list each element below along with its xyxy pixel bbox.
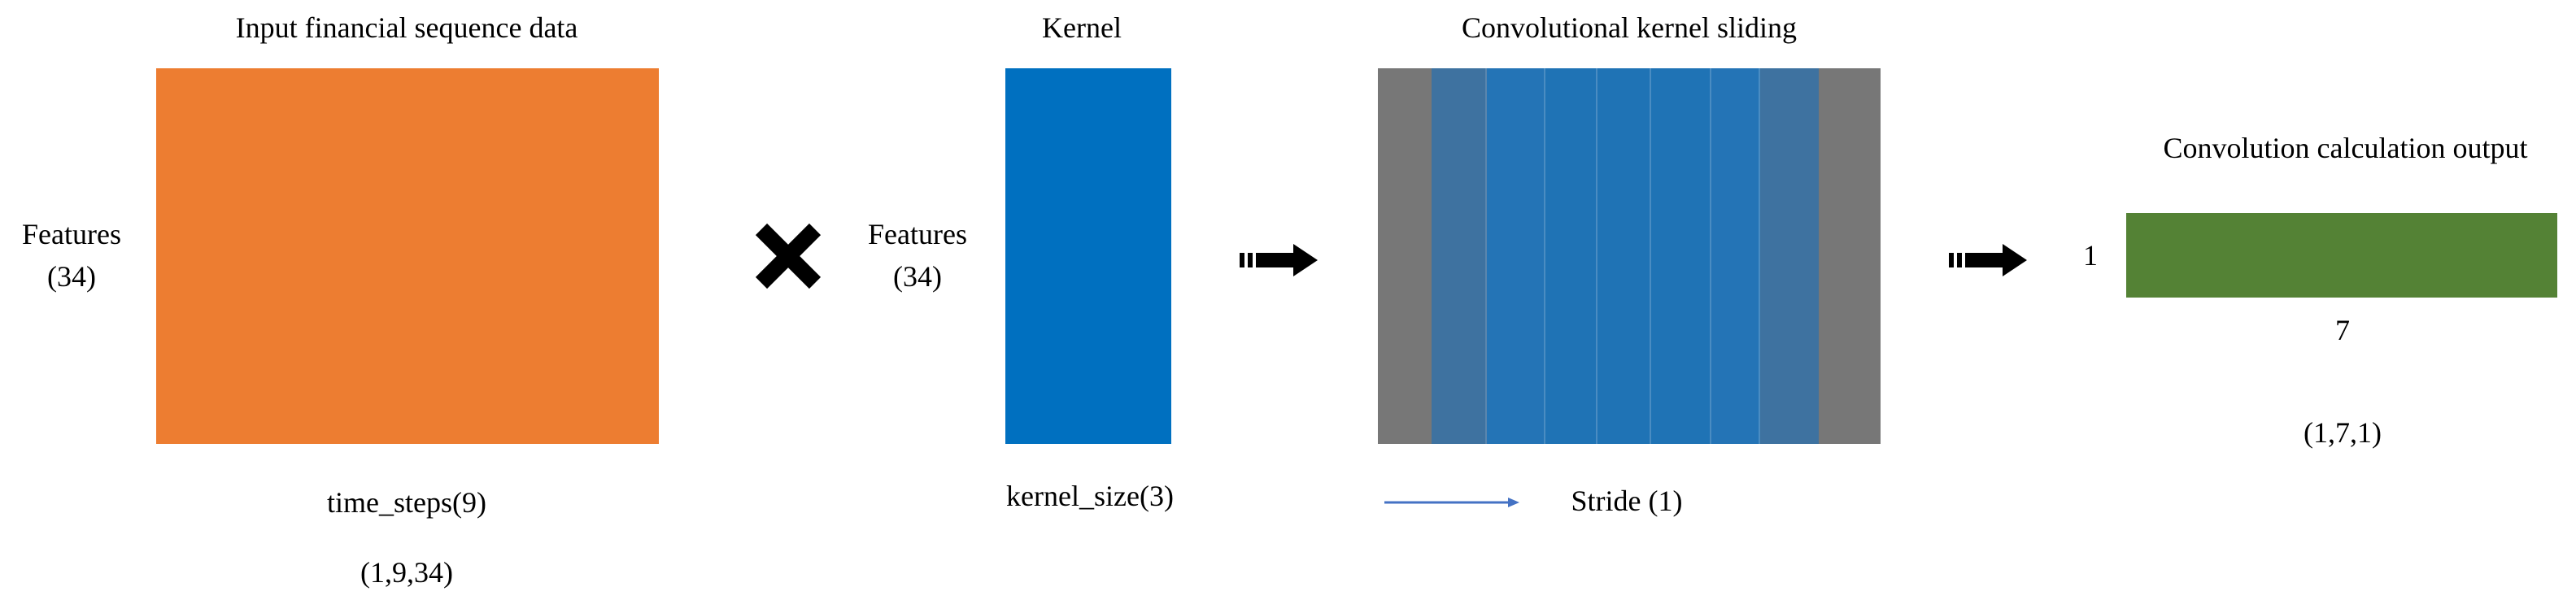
sliding-title: Convolutional kernel sliding xyxy=(1462,11,1797,44)
slide-window-7 xyxy=(1760,68,1819,444)
slide-window-3 xyxy=(1545,68,1597,444)
kernel-features-count: (34) xyxy=(893,260,942,293)
kernel-x-label: kernel_size(3) xyxy=(1006,480,1174,512)
kernel-features-label: Features xyxy=(868,218,967,250)
stride-arrow-icon xyxy=(1384,498,1519,507)
slide-window-6 xyxy=(1711,68,1760,444)
slide-window-4 xyxy=(1597,68,1651,444)
output-width-label: 7 xyxy=(2335,314,2350,346)
kernel-block xyxy=(1005,68,1171,444)
slide-window-5 xyxy=(1651,68,1711,444)
right-arrow-icon xyxy=(1949,244,2027,276)
stride-label: Stride (1) xyxy=(1571,485,1683,517)
output-block xyxy=(2126,213,2557,298)
multiply-icon xyxy=(755,223,822,289)
output-height-label: 1 xyxy=(2083,239,2098,272)
input-features-count: (34) xyxy=(47,260,96,293)
slide-window-2 xyxy=(1487,68,1545,444)
kernel-title: Kernel xyxy=(1042,11,1122,44)
kernel-sliding-block xyxy=(1378,68,1881,444)
right-arrow-icon xyxy=(1240,244,1318,276)
output-shape: (1,7,1) xyxy=(2304,416,2382,449)
input-shape: (1,9,34) xyxy=(360,556,453,589)
input-title: Input financial sequence data xyxy=(235,11,578,44)
slide-window-1 xyxy=(1432,68,1487,444)
input-features-label: Features xyxy=(22,218,121,250)
output-title: Convolution calculation output xyxy=(2163,132,2528,164)
input-x-label: time_steps(9) xyxy=(327,486,486,519)
input-data-block xyxy=(156,68,659,444)
